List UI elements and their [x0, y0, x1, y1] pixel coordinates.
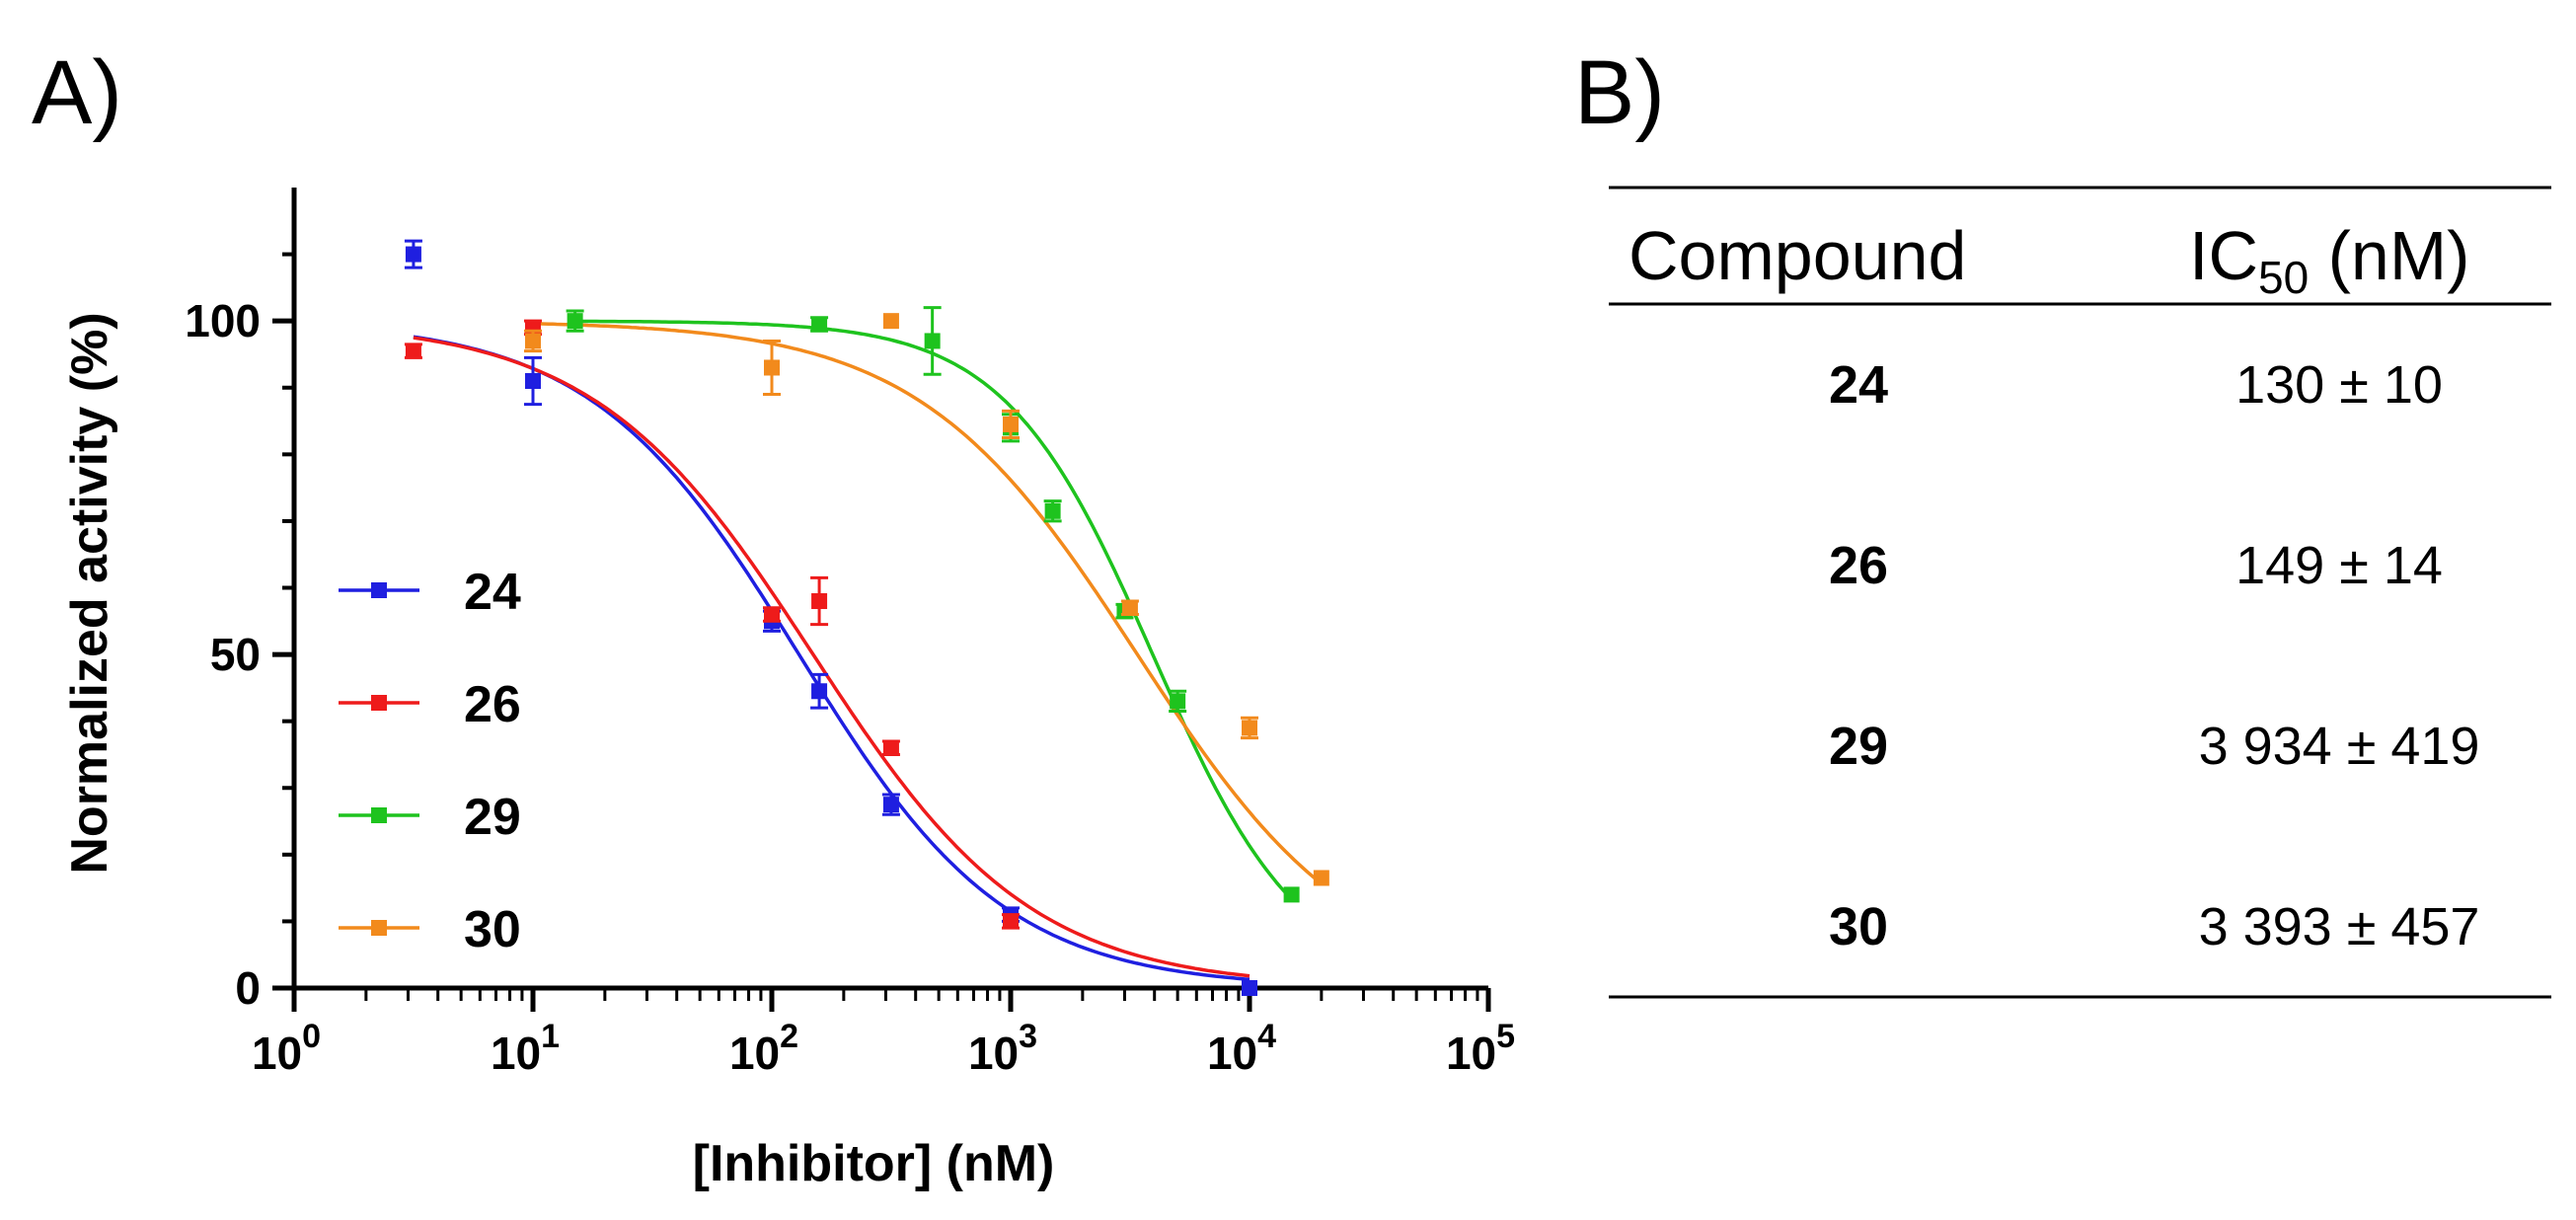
table-cell-ic50: 149 ± 14 [2235, 536, 2443, 595]
table-header-compound: Compound [1629, 217, 1966, 294]
table-cell-compound: 26 [1829, 536, 1888, 595]
legend-marker-30 [371, 920, 387, 936]
x-tick-label: 104 [1207, 1018, 1276, 1079]
data-point-29 [811, 316, 828, 333]
data-point-24 [525, 372, 541, 389]
fit-curve-26 [413, 336, 1250, 978]
data-point-26 [882, 739, 899, 756]
table-header-ic50: IC50 (nM) [2189, 217, 2469, 303]
data-point-29 [1170, 693, 1186, 710]
table-cell-ic50: 3 934 ± 419 [2199, 717, 2480, 776]
table-cell-compound: 24 [1829, 355, 1888, 415]
data-point-30 [1121, 599, 1138, 616]
legend-label-26: 26 [464, 676, 521, 733]
data-point-29 [924, 333, 941, 349]
data-point-24 [811, 683, 828, 700]
table-cell-ic50: 130 ± 10 [2235, 355, 2443, 415]
data-point-26 [405, 343, 421, 359]
legend-label-29: 29 [464, 789, 521, 846]
legend-label-24: 24 [464, 564, 521, 621]
data-point-29 [1044, 502, 1061, 519]
data-point-26 [811, 593, 828, 610]
legend-marker-24 [371, 582, 387, 598]
panel-b-label: B) [1574, 42, 1665, 143]
x-tick-label: 103 [968, 1018, 1037, 1079]
y-tick-label: 100 [185, 295, 261, 346]
table-cell-compound: 29 [1829, 717, 1888, 776]
table-cell-compound: 30 [1829, 897, 1888, 956]
panel-a-label: A) [32, 42, 122, 143]
legend-marker-29 [371, 807, 387, 823]
data-point-30 [764, 359, 780, 376]
x-tick-label: 105 [1446, 1018, 1515, 1079]
fit-curves [413, 319, 1323, 982]
y-axis-label: Normalized activity (%) [61, 312, 118, 874]
data-point-30 [1003, 416, 1019, 432]
data-point-30 [525, 333, 541, 349]
data-points [404, 239, 1329, 996]
legend-label-30: 30 [464, 901, 521, 958]
x-tick-label: 101 [491, 1018, 560, 1079]
table-rows: 24 130 ± 10 26 149 ± 14 29 3 934 ± 419 30 3 393… [1829, 355, 2479, 956]
x-tick-label: 102 [729, 1018, 798, 1079]
data-point-26 [764, 606, 780, 623]
data-point-24 [882, 797, 899, 813]
table-cell-ic50: 3 393 ± 457 [2199, 897, 2480, 956]
fit-curve-24 [413, 335, 1250, 982]
data-point-24 [405, 246, 421, 263]
y-tick-label: 50 [210, 629, 261, 680]
data-point-29 [1283, 886, 1300, 903]
y-tick-label: 0 [235, 962, 261, 1014]
legend-marker-26 [371, 695, 387, 711]
data-point-29 [567, 313, 583, 330]
data-point-30 [882, 313, 899, 330]
fit-curve-30 [532, 322, 1323, 885]
data-point-24 [1242, 980, 1257, 996]
data-point-30 [1242, 720, 1257, 736]
data-point-30 [1313, 870, 1329, 886]
legend: 24 26 29 30 [339, 564, 521, 958]
x-tick-label: 100 [252, 1018, 321, 1079]
data-point-26 [1003, 913, 1019, 930]
plot-axes: 0 50 100 100 101 102 103 104 105 [185, 188, 1515, 1079]
x-axis-label: [Inhibitor] (nM) [693, 1135, 1055, 1192]
